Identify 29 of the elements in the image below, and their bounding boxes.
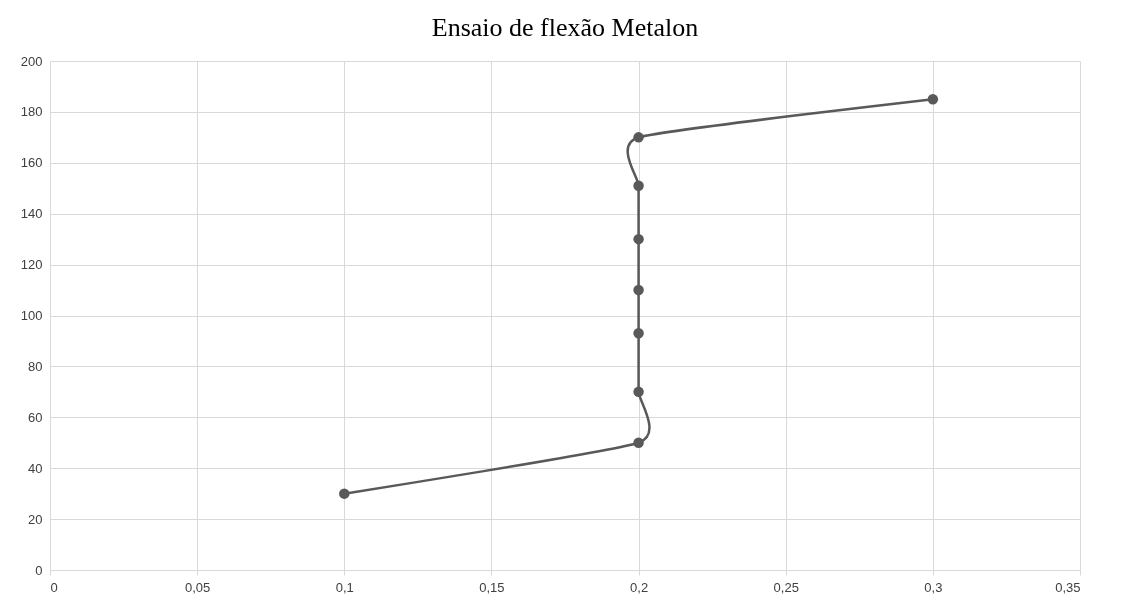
x-tick-label: 0,25 xyxy=(773,579,799,595)
y-tick-label: 80 xyxy=(28,358,43,374)
x-tick-label: 0,05 xyxy=(184,579,211,595)
point xyxy=(633,328,644,339)
point xyxy=(633,132,644,143)
point xyxy=(633,284,644,296)
point xyxy=(633,437,644,448)
chart-title: Ensaio de flexão Metalon xyxy=(431,13,699,42)
point xyxy=(927,93,939,105)
x-tick-label: 0,3 xyxy=(924,579,943,595)
y-tick-label: 40 xyxy=(28,460,43,476)
y-tick-label: 140 xyxy=(20,206,43,222)
point xyxy=(339,488,350,499)
y-tick-label: 60 xyxy=(28,409,43,425)
point xyxy=(633,386,644,398)
x-tick-label: 0,1 xyxy=(335,579,354,595)
y-tick-label: 0 xyxy=(35,562,43,578)
x-tick-label: 0 xyxy=(50,579,58,595)
y-tick-label: 160 xyxy=(20,155,43,171)
y-tick-label: 20 xyxy=(28,511,43,527)
y-tick-label: 100 xyxy=(20,308,43,323)
x-tick-label: 0,35 xyxy=(1055,579,1081,595)
y-tick-label: 200 xyxy=(20,53,43,69)
x-tick-label: 0,2 xyxy=(630,579,649,595)
y-tick-label: 180 xyxy=(20,104,43,120)
x-tick-label: 0,15 xyxy=(479,579,505,595)
y-tick-label: 120 xyxy=(20,257,43,273)
point xyxy=(633,233,644,245)
point xyxy=(633,180,644,191)
